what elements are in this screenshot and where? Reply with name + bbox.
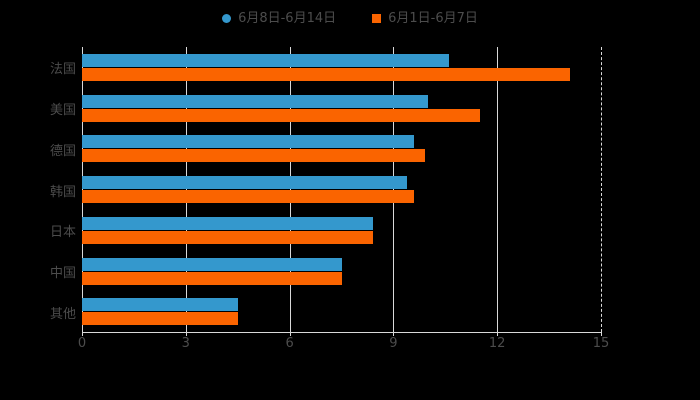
y-axis-tick-label: 德国	[49, 143, 76, 159]
bar-0[interactable]	[82, 94, 428, 108]
bar-0[interactable]	[82, 54, 449, 67]
bar-group	[82, 128, 601, 169]
bar-group	[82, 169, 601, 210]
plot-area	[82, 47, 602, 332]
y-axis-tick-label: 中国	[49, 265, 76, 281]
chart-legend: 6月8日-6月14日 6月1日-6月7日	[0, 8, 700, 28]
y-axis-tick-label: 法国	[49, 62, 76, 78]
legend-entry-series-0[interactable]: 6月8日-6月14日	[222, 12, 336, 25]
gridline	[185, 47, 187, 332]
bar-0[interactable]	[82, 176, 408, 190]
bar-group	[82, 251, 601, 292]
x-axis-tick-mark	[82, 332, 83, 336]
bar-0[interactable]	[82, 257, 342, 271]
bar-0[interactable]	[82, 135, 415, 149]
x-axis-tick-label: 0	[77, 336, 87, 351]
x-axis-tick-label: 12	[488, 336, 506, 351]
legend-label-series-1: 6月1日-6月7日	[388, 10, 478, 26]
bar-1[interactable]	[82, 149, 425, 163]
x-axis-labels: 0 3 6 9 12 15	[78, 336, 609, 356]
x-axis-line	[82, 332, 602, 333]
bar-1[interactable]	[82, 68, 570, 81]
legend-marker-square-icon	[372, 13, 382, 23]
bar-1[interactable]	[82, 108, 480, 122]
y-axis-tick-label: 美国	[49, 103, 76, 119]
gridline	[497, 47, 499, 332]
bar-1[interactable]	[82, 271, 342, 285]
y-axis-tick-label: 韩国	[49, 184, 76, 200]
x-axis-tick-mark	[289, 332, 291, 336]
bar-group	[82, 291, 601, 332]
x-axis-tick-label: 3	[181, 336, 190, 351]
y-axis-labels: 法国美国德国韩国日本中国其他	[6, 47, 76, 332]
x-axis-tick-label: 9	[389, 336, 398, 351]
bar-group	[82, 210, 601, 251]
y-axis-tick-label: 其他	[49, 306, 76, 322]
bar-1[interactable]	[82, 190, 415, 204]
bar-group	[82, 47, 601, 88]
x-axis-tick-mark	[497, 332, 499, 336]
x-axis-tick-mark	[601, 332, 602, 336]
x-axis-tick-label: 15	[592, 336, 610, 351]
legend-marker-dot-icon	[222, 13, 232, 23]
gridline	[289, 47, 291, 332]
x-axis-tick-mark	[185, 332, 187, 336]
y-axis-tick-label: 日本	[49, 225, 76, 241]
bar-1[interactable]	[82, 312, 238, 326]
legend-entry-series-1[interactable]: 6月1日-6月7日	[372, 12, 478, 25]
bar-group	[82, 88, 601, 129]
legend-label-series-0: 6月8日-6月14日	[238, 10, 337, 26]
bar-1[interactable]	[82, 230, 373, 244]
bar-0[interactable]	[82, 298, 238, 312]
x-axis-tick-mark	[393, 332, 395, 336]
gridline	[601, 47, 602, 332]
y-axis-line	[82, 47, 83, 332]
bar-0[interactable]	[82, 216, 373, 230]
gridline	[393, 47, 395, 332]
x-axis-tick-label: 6	[285, 336, 294, 351]
